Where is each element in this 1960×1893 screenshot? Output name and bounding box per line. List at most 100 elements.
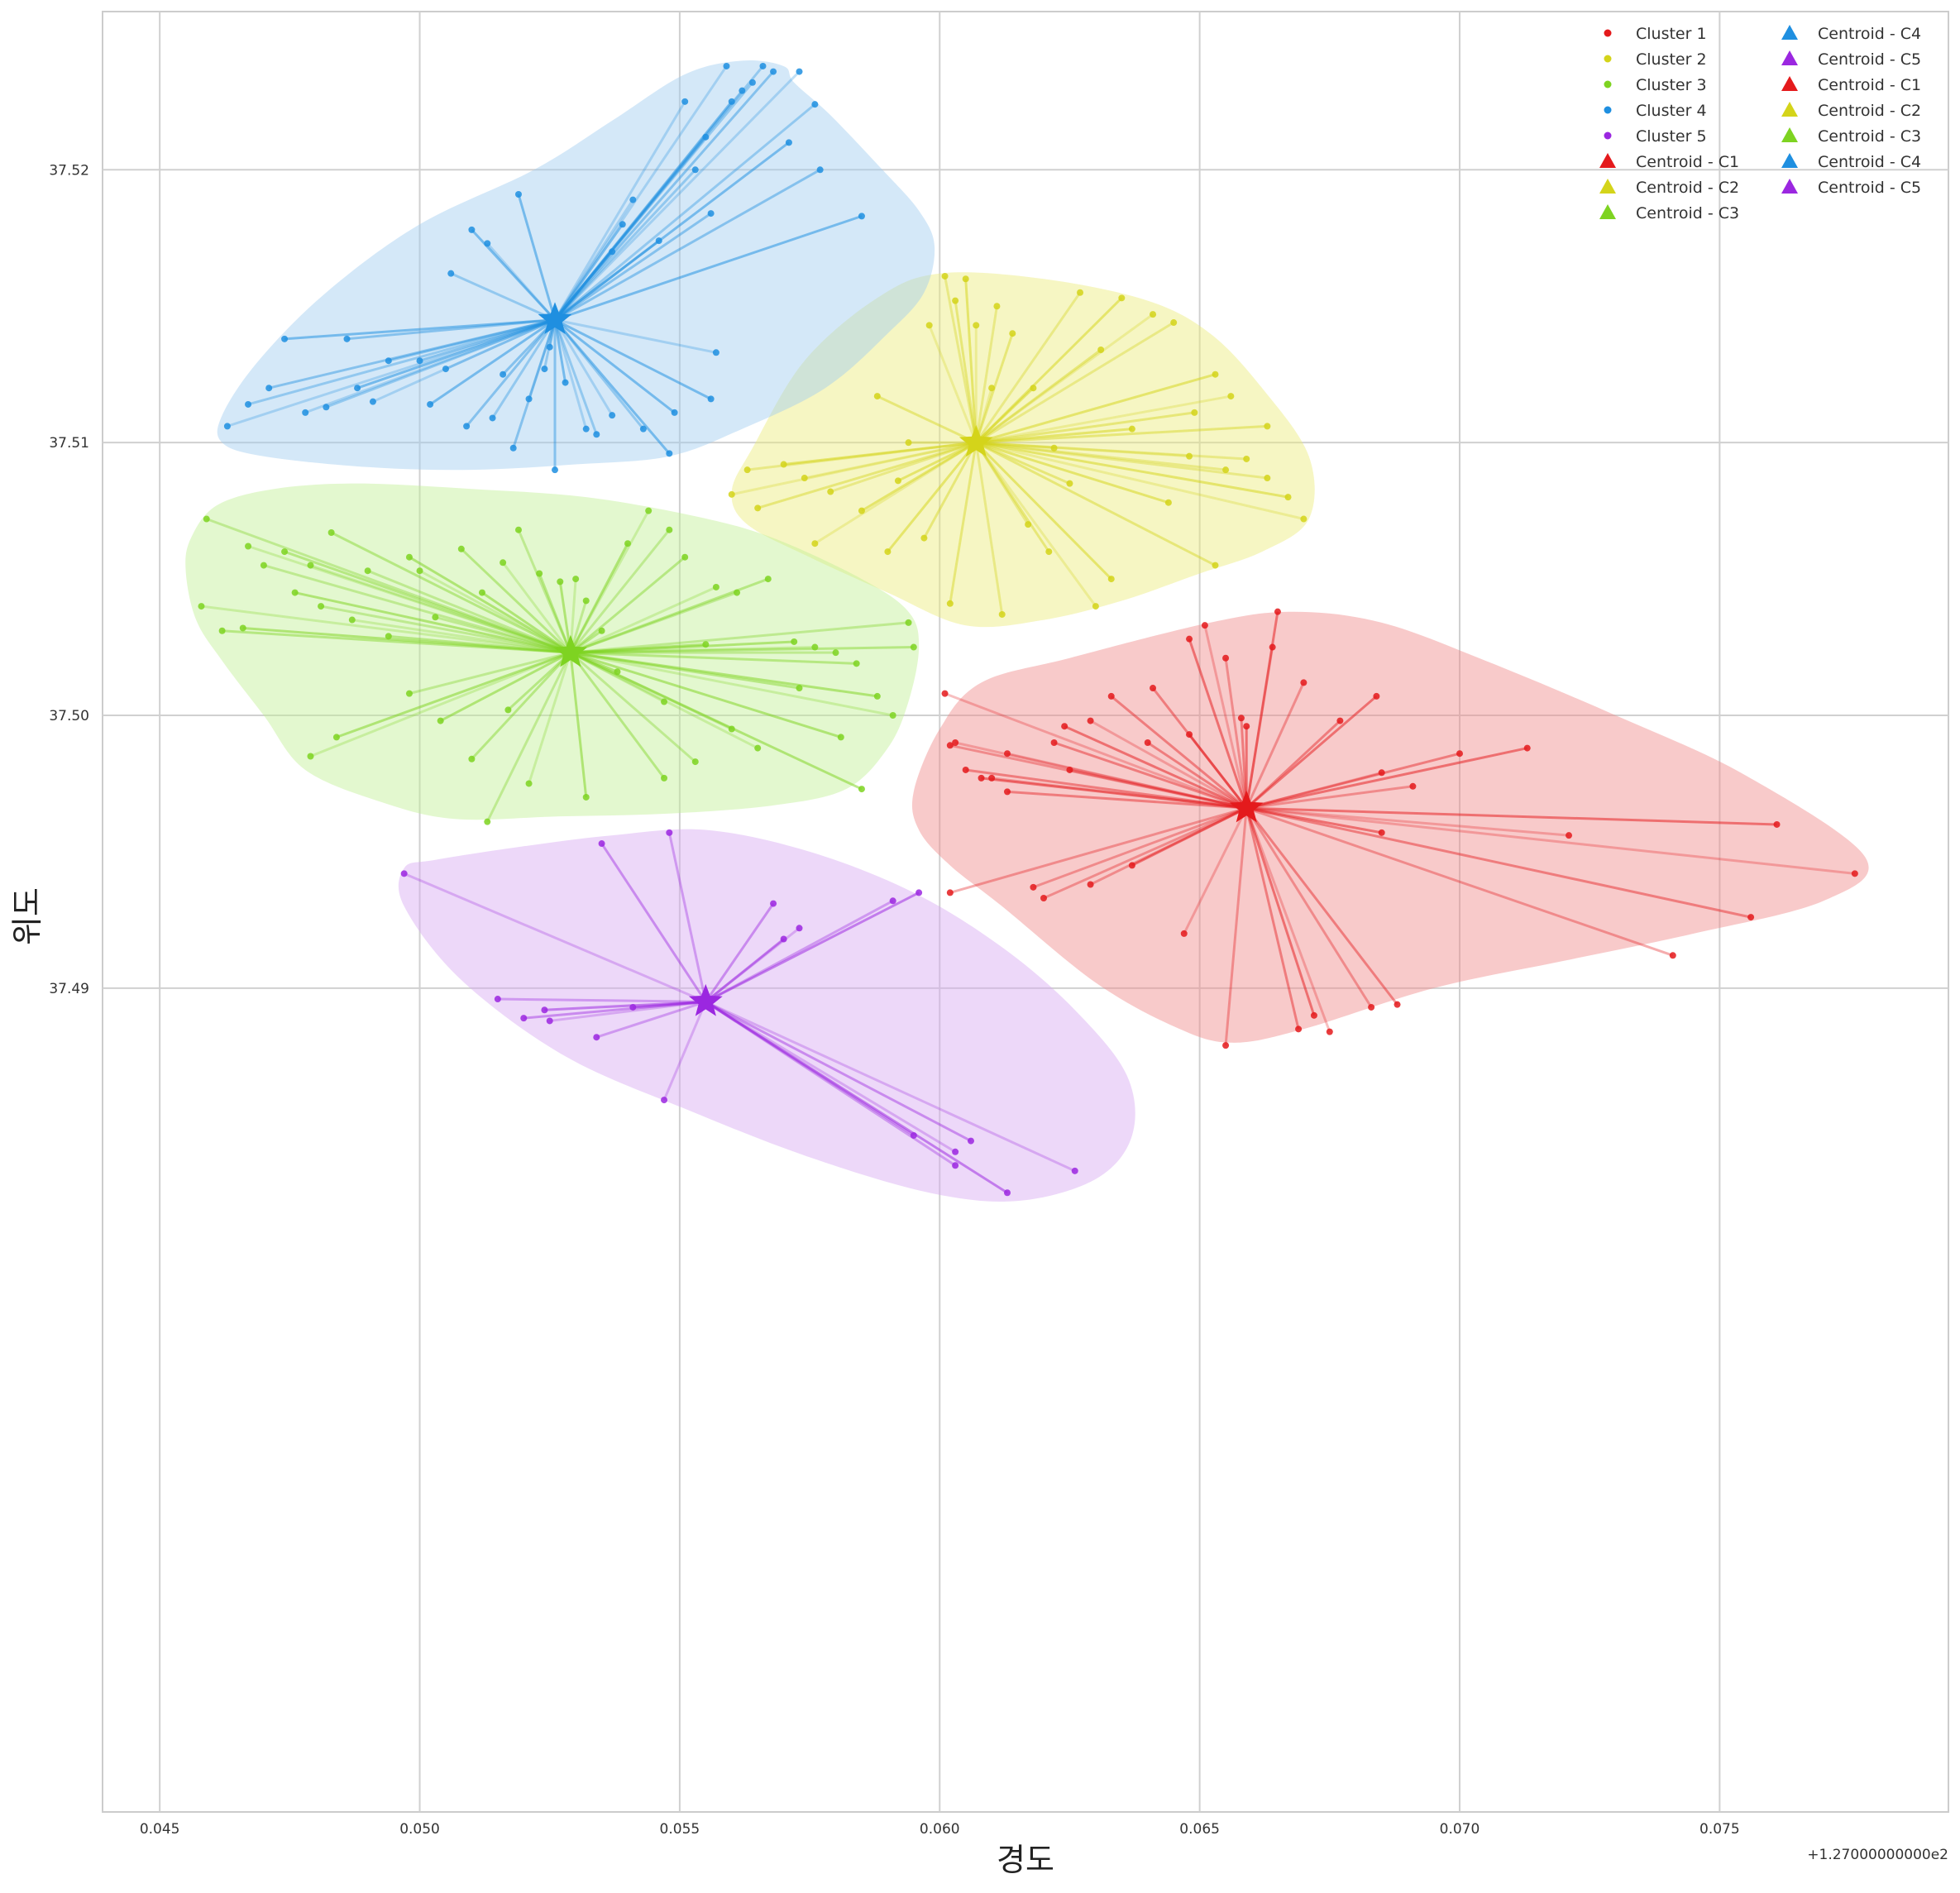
legend-label: Centroid - C5	[1818, 179, 1921, 197]
cluster-2-connector-line	[783, 441, 977, 466]
cluster-1-point	[1066, 766, 1073, 773]
cluster-3-connector-line	[460, 547, 571, 654]
cluster-1-point	[1107, 692, 1115, 700]
cluster-4-connector-line	[554, 169, 821, 322]
cluster-3-point	[239, 624, 246, 632]
cluster-2-connector-line	[975, 441, 1217, 566]
cluster-4-connector-line	[512, 319, 557, 449]
legend-label: Centroid - C4	[1818, 153, 1921, 171]
cluster-5-connector-line	[633, 1000, 706, 1009]
cluster-1-connector-line	[1246, 806, 1855, 875]
cluster-3-point	[291, 589, 299, 596]
cluster-5-connector-line	[497, 997, 706, 1003]
cluster-1-connector-line	[944, 692, 1247, 810]
cluster-2-point	[1150, 311, 1157, 318]
cluster-2-point	[993, 303, 1001, 310]
cluster-2-connector-line	[928, 324, 978, 443]
cluster-2-connector-line	[731, 441, 977, 496]
cluster-4-point	[671, 409, 678, 416]
cluster-2-connector-line	[975, 442, 1112, 581]
cluster-1-connector-line	[1245, 752, 1460, 810]
cluster-1-point	[1150, 685, 1157, 692]
cluster-4-point	[582, 425, 590, 433]
cluster-4-connector-line	[465, 318, 557, 428]
cluster-5-connector-line	[705, 902, 775, 1003]
cluster-1-point	[1851, 870, 1858, 877]
cluster-2-connector-line	[975, 348, 1102, 444]
cluster-5-point	[541, 1006, 548, 1014]
cluster-4-point	[354, 385, 361, 392]
cluster-1-point	[1773, 820, 1781, 828]
x-axis-offset-text: +1.27000000000e2	[1807, 1847, 1948, 1863]
cluster-1-connector-line	[1246, 785, 1413, 810]
cluster-3-point	[645, 507, 653, 514]
cluster-3-connector-line	[569, 556, 686, 654]
legend-marker-triangle	[1781, 50, 1798, 65]
cluster-1-connector-line	[1064, 724, 1247, 810]
cluster-1-point	[1050, 739, 1058, 746]
cluster-1-point	[1003, 750, 1011, 758]
cluster-1-point	[978, 774, 985, 782]
cluster-5-point	[520, 1015, 528, 1022]
cluster-1-connector-line	[954, 741, 1247, 810]
cluster-3-connector-line	[570, 646, 914, 654]
cluster-1-connector-line	[1183, 807, 1248, 935]
cluster-1-connector-line	[991, 777, 1247, 810]
cluster-4-point	[468, 226, 476, 233]
cluster-1-connector-line	[1245, 807, 1373, 1008]
cluster-2-point	[1097, 347, 1105, 354]
legend-marker-triangle	[1781, 25, 1798, 40]
cluster-3-point	[837, 734, 844, 741]
cluster-1-connector-line	[1054, 741, 1247, 810]
cluster-4-point	[666, 450, 673, 457]
legend-marker-triangle	[1781, 153, 1798, 168]
cluster-2-connector-line	[975, 442, 1050, 552]
cluster-3-point	[405, 553, 413, 561]
cluster-5-point	[796, 925, 803, 932]
cluster-3-point	[405, 690, 413, 697]
cluster-3-connector-line	[570, 651, 800, 690]
cluster-3-point	[614, 668, 621, 676]
x-tick-label: 0.060	[920, 1821, 960, 1838]
cluster-1-point	[1373, 692, 1380, 700]
cluster-3-point	[536, 570, 543, 577]
cluster-5-connector-line	[705, 892, 920, 1003]
cluster-4-point	[343, 335, 351, 342]
cluster-1-connector-line	[949, 806, 1247, 894]
cluster-3-point	[327, 529, 335, 537]
cluster-3-point	[712, 583, 719, 590]
cluster-3-connector-line	[201, 605, 571, 654]
cluster-5-point	[770, 900, 777, 907]
cluster-2-point	[1227, 393, 1235, 400]
cluster-3-connector-line	[570, 651, 863, 791]
cluster-3-point	[811, 643, 819, 651]
cluster-3-point	[702, 641, 710, 648]
cluster-2-connector-line	[974, 306, 998, 443]
cluster-3-connector-line	[538, 572, 572, 653]
cluster-2-point	[811, 540, 819, 547]
cluster-2-connector-line	[976, 411, 1195, 444]
cluster-3-connector-line	[247, 545, 571, 654]
cluster-3-point	[514, 526, 522, 533]
cluster-3-point	[661, 774, 668, 782]
cluster-5-point	[666, 829, 673, 836]
cluster-3-point	[478, 589, 485, 596]
cluster-1-point	[1269, 643, 1276, 651]
cluster-5-point	[967, 1137, 974, 1145]
cluster-1-point	[1300, 679, 1307, 686]
cluster-2-point	[988, 385, 996, 392]
cluster-4-connector-line	[553, 319, 567, 383]
cluster-3-point	[691, 758, 699, 766]
cluster-2-point	[998, 610, 1006, 618]
cluster-5-point	[494, 996, 501, 1003]
cluster-4-point	[551, 466, 558, 474]
cluster-1-point	[1040, 895, 1048, 902]
cluster-4-connector-line	[554, 141, 790, 321]
cluster-3-connector-line	[528, 652, 572, 784]
cluster-1-point	[1394, 1001, 1401, 1008]
legend-label: Cluster 2	[1636, 50, 1707, 69]
cluster-4-point	[463, 423, 471, 430]
cluster-5-point	[952, 1148, 959, 1155]
cluster-4-connector-line	[445, 318, 556, 370]
